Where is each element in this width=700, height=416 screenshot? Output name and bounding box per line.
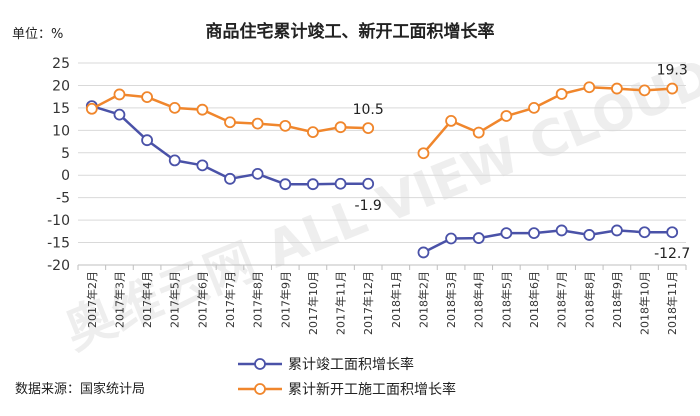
series-2-point: [141, 91, 153, 104]
y-tick-label: -15: [47, 236, 70, 252]
x-tick-label: 2017年6月: [195, 271, 209, 328]
series-1-point: [168, 154, 181, 167]
y-tick-label: -5: [56, 191, 70, 207]
series-2-point: [168, 101, 181, 114]
x-axis: 2017年2月 2017年3月 2017年4月 2017年5月 2017年6月 2017年…: [77, 264, 687, 335]
series-2-point: [417, 147, 430, 160]
data-label: 10.5: [353, 102, 384, 118]
series-group: [85, 81, 679, 259]
x-tick-label: 2017年7月: [223, 271, 237, 328]
series-2-point: [666, 82, 679, 95]
x-tick-label: 2018年9月: [610, 271, 624, 328]
series-1-point: [666, 226, 679, 239]
x-tick-label: 2018年6月: [527, 271, 541, 328]
legend-label: 累计竣工面积增长率: [288, 356, 414, 373]
series-1-point: [611, 224, 623, 237]
series-2-point: [196, 103, 209, 116]
series-1-point: [279, 178, 292, 191]
data-labels: -1.9 -12.7 10.5 19.3: [353, 63, 691, 263]
series-2-point: [445, 115, 457, 127]
series-2-point: [251, 117, 264, 130]
y-tick-label: -10: [47, 213, 70, 229]
series-1-point: [251, 167, 264, 180]
x-tick-label: 2018年5月: [499, 271, 513, 328]
x-tick-label: 2017年2月: [85, 271, 99, 328]
x-tick-label: 2018年11月: [665, 271, 679, 335]
series-1-point: [555, 224, 568, 237]
x-tick-label: 2018年8月: [582, 271, 596, 328]
series-2-point: [279, 119, 292, 132]
series-2-point: [500, 110, 513, 122]
x-tick-label: 2017年12月: [361, 271, 375, 335]
x-tick-label: 2018年4月: [472, 271, 486, 328]
y-tick-label: 25: [52, 56, 70, 72]
y-tick-label: 15: [52, 101, 70, 117]
x-tick-label: 2018年3月: [444, 271, 458, 328]
series-2-point: [334, 121, 347, 134]
x-tick-label: 2018年10月: [638, 271, 652, 335]
x-tick-label: 2018年1月: [389, 271, 403, 328]
y-tick-label: 10: [52, 123, 70, 139]
series-2-point: [307, 126, 319, 139]
y-tick-label: 0: [61, 168, 70, 184]
series-1-point: [141, 134, 153, 147]
series-1-point: [583, 229, 596, 241]
series-1-point: [307, 178, 319, 191]
series-1-point: [500, 227, 513, 240]
series-2-point: [85, 102, 98, 115]
series-2-point: [362, 122, 375, 134]
chart-title: 商品住宅累计竣工、新开工面积增长率: [206, 21, 495, 42]
series-2-point: [611, 82, 623, 95]
x-tick-label: 2017年8月: [251, 271, 265, 328]
source-note: 数据来源：国家统计局: [15, 381, 145, 397]
legend-label: 累计新开工施工面积增长率: [288, 381, 456, 398]
series-1: [85, 100, 679, 259]
series-2-point: [638, 84, 651, 97]
series-2-point: [528, 101, 540, 114]
series-1-point: [472, 232, 485, 244]
data-label: -12.7: [654, 246, 690, 262]
x-tick-label: 2017年5月: [168, 271, 182, 328]
x-tick-label: 2018年7月: [555, 271, 569, 328]
series-1-point: [445, 232, 457, 245]
data-label: 19.3: [657, 63, 688, 79]
legend-marker: [254, 383, 266, 395]
unit-label: 单位：%: [12, 27, 63, 42]
series-1-point: [528, 227, 540, 240]
series-2-point: [224, 116, 236, 129]
series-1-point: [113, 108, 126, 121]
data-label: -1.9: [355, 198, 382, 214]
y-tick-label: -20: [47, 258, 70, 274]
y-tick-label: 20: [52, 78, 70, 94]
series-1-point: [224, 172, 236, 185]
series-2: [85, 81, 679, 160]
x-tick-label: 2017年9月: [278, 271, 292, 328]
y-tick-label: 5: [61, 146, 70, 162]
y-axis: 25 20 15 10 5 0 -5 -10 -15 -20: [47, 56, 70, 274]
legend-marker: [254, 358, 266, 370]
series-1-point: [196, 159, 209, 172]
series-1-point: [638, 226, 651, 239]
x-tick-label: 2017年4月: [140, 271, 154, 328]
x-tick-label: 2017年11月: [334, 271, 348, 335]
series-1-point: [334, 177, 347, 190]
series-2-point: [583, 81, 596, 94]
x-tick-label: 2017年3月: [112, 271, 126, 328]
series-1-point: [362, 177, 375, 190]
series-2-point: [113, 88, 126, 101]
series-1-point: [417, 246, 430, 259]
series-2-point: [472, 126, 485, 139]
x-tick-label: 2018年2月: [416, 271, 430, 328]
series-2-point: [555, 88, 568, 100]
x-tick-label: 2017年10月: [306, 271, 320, 335]
